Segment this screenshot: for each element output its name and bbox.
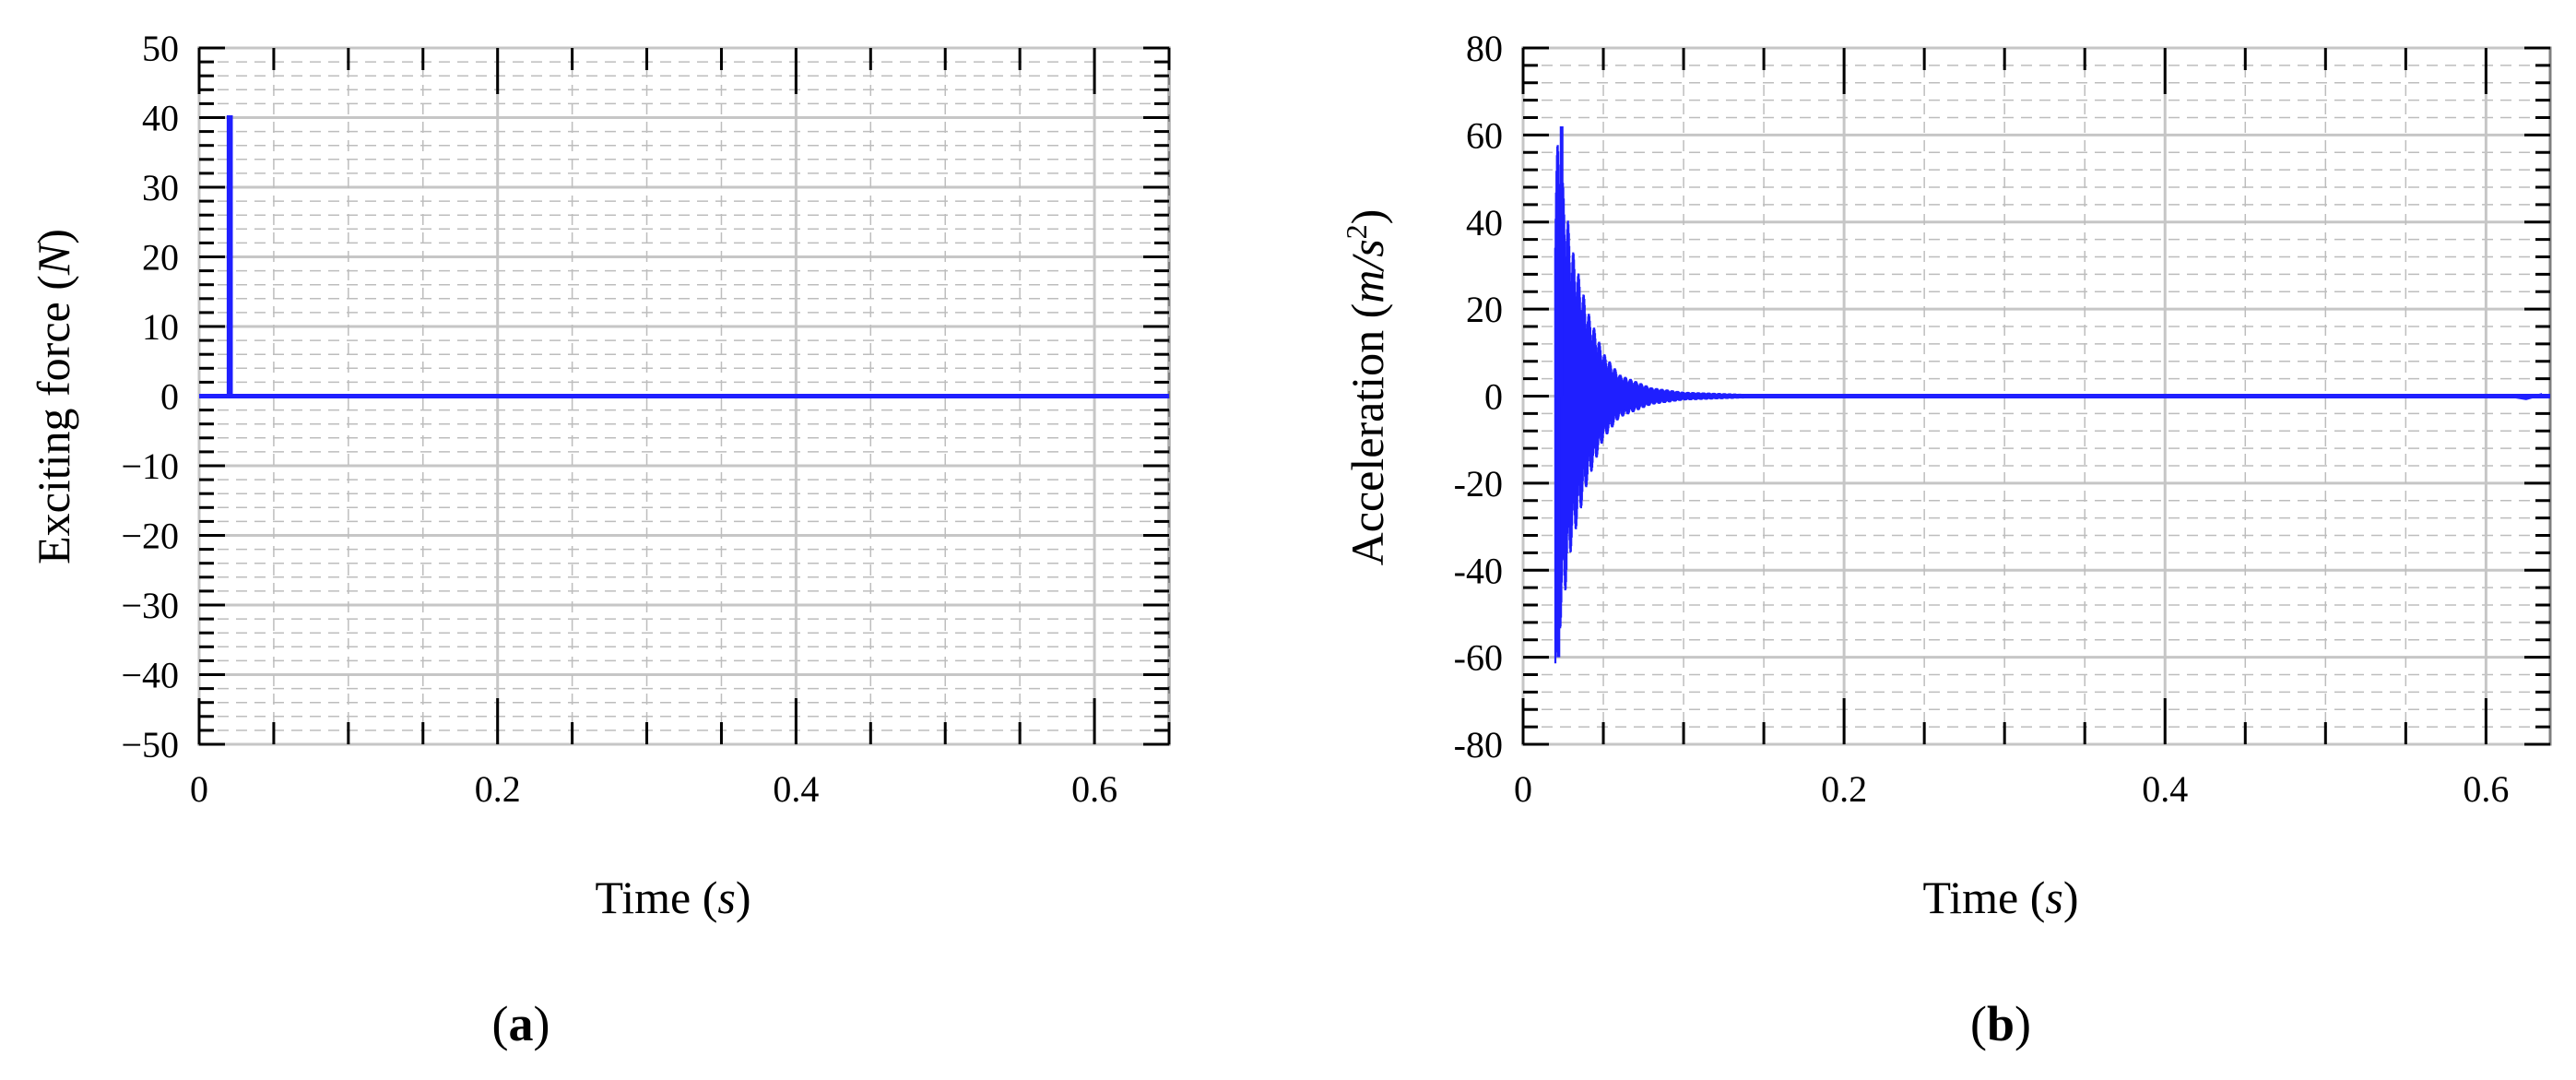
panel-label-b: (b) xyxy=(1970,996,2031,1051)
acceleration-series-line xyxy=(1554,145,1749,664)
panel-label-a: (a) xyxy=(492,996,550,1051)
panel-a: 50 40 30 20 10 0 −10 −20 −30 −40 −50 0 0.2 0.4 0.6 Ex… xyxy=(28,28,1171,1051)
y-tick-label: -40 xyxy=(1454,550,1503,591)
y-tick-label: 80 xyxy=(1466,28,1503,69)
y-tick-label: 20 xyxy=(1466,289,1503,330)
ticks-b xyxy=(1521,46,2550,746)
y-tick-labels-b: 80 60 40 20 0 -20 -40 -60 -80 xyxy=(1454,28,1503,765)
y-tick-label: −10 xyxy=(121,445,179,487)
x-tick-labels-a: 0 0.2 0.4 0.6 xyxy=(190,768,1117,810)
x-tick-label: 0.2 xyxy=(1821,768,1867,810)
grid-a xyxy=(197,46,1170,746)
x-tick-label: 0.6 xyxy=(2463,768,2509,810)
grid-b xyxy=(1521,46,2550,746)
x-tick-label: 0 xyxy=(190,768,208,810)
y-axis-label-b: Acceleration (m/s2) xyxy=(1340,209,1393,566)
x-axis-label-b: Time (s) xyxy=(1922,872,2078,923)
y-tick-label: 0 xyxy=(160,376,179,418)
y-tick-label: 20 xyxy=(142,237,179,279)
ticks-a xyxy=(197,46,1171,746)
panel-b: 80 60 40 20 0 -20 -40 -60 -80 0 0.2 0.4 0.6 Acceler… xyxy=(1340,28,2552,1051)
x-tick-label: 0 xyxy=(1514,768,1532,810)
series-a xyxy=(199,115,1169,398)
y-tick-label: 0 xyxy=(1484,376,1503,418)
y-tick-label: −20 xyxy=(121,516,179,557)
y-tick-label: 60 xyxy=(1466,114,1503,156)
x-axis-label-a: Time (s) xyxy=(595,872,750,923)
y-tick-label: -20 xyxy=(1454,463,1503,504)
y-tick-label: 40 xyxy=(142,98,179,139)
y-tick-label: 10 xyxy=(142,306,179,348)
y-tick-label: -80 xyxy=(1454,724,1503,765)
y-tick-label: -60 xyxy=(1454,637,1503,679)
x-tick-label: 0.2 xyxy=(475,768,521,810)
y-tick-label: 40 xyxy=(1466,202,1503,243)
x-tick-label: 0.6 xyxy=(1071,768,1117,810)
series-b xyxy=(1554,125,2550,664)
y-tick-label: 30 xyxy=(142,167,179,208)
y-tick-label: −30 xyxy=(121,585,179,626)
y-tick-label: 50 xyxy=(142,28,179,69)
y-tick-label: −40 xyxy=(121,655,179,696)
y-tick-labels-a: 50 40 30 20 10 0 −10 −20 −30 −40 −50 xyxy=(121,28,179,765)
x-tick-labels-b: 0 0.2 0.4 0.6 xyxy=(1514,768,2509,810)
acceleration-end-blip xyxy=(2510,393,2543,400)
y-tick-label: −50 xyxy=(121,724,179,765)
x-tick-label: 0.4 xyxy=(773,768,819,810)
x-tick-label: 0.4 xyxy=(2142,768,2188,810)
force-series-line xyxy=(199,115,1169,398)
y-axis-label-a: Exciting force (N) xyxy=(28,229,79,564)
